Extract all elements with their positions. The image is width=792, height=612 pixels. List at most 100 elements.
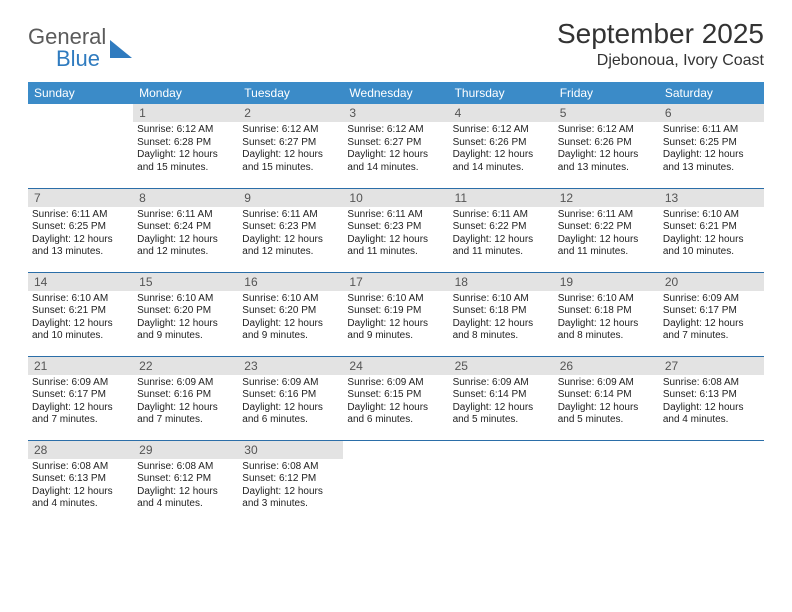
calendar-cell: 10Sunrise: 6:11 AMSunset: 6:23 PMDayligh… (343, 188, 448, 272)
calendar-cell: 12Sunrise: 6:11 AMSunset: 6:22 PMDayligh… (554, 188, 659, 272)
daylight-line: Daylight: 12 hours and 5 minutes. (453, 402, 550, 427)
sunset-line: Sunset: 6:23 PM (347, 221, 444, 234)
day-number: 22 (133, 357, 238, 375)
logo: General Blue (28, 18, 132, 72)
calendar-cell: 1Sunrise: 6:12 AMSunset: 6:28 PMDaylight… (133, 104, 238, 188)
day-details: Sunrise: 6:09 AMSunset: 6:14 PMDaylight:… (554, 375, 659, 431)
calendar-cell (554, 440, 659, 524)
calendar-cell: 9Sunrise: 6:11 AMSunset: 6:23 PMDaylight… (238, 188, 343, 272)
sunrise-line: Sunrise: 6:09 AM (347, 377, 444, 390)
day-details: Sunrise: 6:08 AMSunset: 6:13 PMDaylight:… (659, 375, 764, 431)
weekday-header: Monday (133, 82, 238, 104)
day-details: Sunrise: 6:10 AMSunset: 6:18 PMDaylight:… (554, 291, 659, 347)
day-number: 13 (659, 189, 764, 207)
day-number: 24 (343, 357, 448, 375)
day-details: Sunrise: 6:11 AMSunset: 6:24 PMDaylight:… (133, 207, 238, 263)
daylight-line: Daylight: 12 hours and 8 minutes. (558, 318, 655, 343)
day-details: Sunrise: 6:10 AMSunset: 6:20 PMDaylight:… (238, 291, 343, 347)
sunset-line: Sunset: 6:26 PM (558, 137, 655, 150)
sunrise-line: Sunrise: 6:11 AM (663, 124, 760, 137)
sunrise-line: Sunrise: 6:11 AM (347, 209, 444, 222)
sunrise-line: Sunrise: 6:11 AM (453, 209, 550, 222)
day-details: Sunrise: 6:09 AMSunset: 6:17 PMDaylight:… (28, 375, 133, 431)
day-number: 16 (238, 273, 343, 291)
sunrise-line: Sunrise: 6:09 AM (663, 293, 760, 306)
sunset-line: Sunset: 6:27 PM (242, 137, 339, 150)
calendar-cell: 11Sunrise: 6:11 AMSunset: 6:22 PMDayligh… (449, 188, 554, 272)
sunset-line: Sunset: 6:17 PM (32, 389, 129, 402)
weekday-header: Tuesday (238, 82, 343, 104)
day-number: 4 (449, 104, 554, 122)
calendar-cell: 22Sunrise: 6:09 AMSunset: 6:16 PMDayligh… (133, 356, 238, 440)
header: General Blue September 2025 Djebonoua, I… (28, 18, 764, 72)
calendar-cell: 26Sunrise: 6:09 AMSunset: 6:14 PMDayligh… (554, 356, 659, 440)
calendar-cell: 6Sunrise: 6:11 AMSunset: 6:25 PMDaylight… (659, 104, 764, 188)
sunrise-line: Sunrise: 6:08 AM (242, 461, 339, 474)
day-number: 6 (659, 104, 764, 122)
sunrise-line: Sunrise: 6:10 AM (32, 293, 129, 306)
day-number: 20 (659, 273, 764, 291)
daylight-line: Daylight: 12 hours and 7 minutes. (663, 318, 760, 343)
sunrise-line: Sunrise: 6:12 AM (347, 124, 444, 137)
sunset-line: Sunset: 6:25 PM (663, 137, 760, 150)
daylight-line: Daylight: 12 hours and 13 minutes. (32, 234, 129, 259)
sunrise-line: Sunrise: 6:12 AM (453, 124, 550, 137)
daylight-line: Daylight: 12 hours and 12 minutes. (242, 234, 339, 259)
day-number: 9 (238, 189, 343, 207)
daylight-line: Daylight: 12 hours and 6 minutes. (347, 402, 444, 427)
day-details: Sunrise: 6:12 AMSunset: 6:27 PMDaylight:… (343, 122, 448, 178)
daylight-line: Daylight: 12 hours and 6 minutes. (242, 402, 339, 427)
sunrise-line: Sunrise: 6:12 AM (242, 124, 339, 137)
sunset-line: Sunset: 6:20 PM (242, 305, 339, 318)
calendar-cell (343, 440, 448, 524)
sunrise-line: Sunrise: 6:11 AM (137, 209, 234, 222)
sunset-line: Sunset: 6:12 PM (242, 473, 339, 486)
day-details: Sunrise: 6:11 AMSunset: 6:22 PMDaylight:… (449, 207, 554, 263)
calendar-page: General Blue September 2025 Djebonoua, I… (0, 0, 792, 524)
weekday-header: Friday (554, 82, 659, 104)
daylight-line: Daylight: 12 hours and 11 minutes. (347, 234, 444, 259)
daylight-line: Daylight: 12 hours and 7 minutes. (137, 402, 234, 427)
daylight-line: Daylight: 12 hours and 3 minutes. (242, 486, 339, 511)
daylight-line: Daylight: 12 hours and 15 minutes. (137, 149, 234, 174)
sunrise-line: Sunrise: 6:10 AM (558, 293, 655, 306)
sunrise-line: Sunrise: 6:12 AM (558, 124, 655, 137)
calendar-cell: 17Sunrise: 6:10 AMSunset: 6:19 PMDayligh… (343, 272, 448, 356)
day-number: 25 (449, 357, 554, 375)
sunrise-line: Sunrise: 6:10 AM (347, 293, 444, 306)
daylight-line: Daylight: 12 hours and 10 minutes. (663, 234, 760, 259)
calendar-cell: 29Sunrise: 6:08 AMSunset: 6:12 PMDayligh… (133, 440, 238, 524)
sunset-line: Sunset: 6:26 PM (453, 137, 550, 150)
sunrise-line: Sunrise: 6:10 AM (137, 293, 234, 306)
day-number: 30 (238, 441, 343, 459)
day-details: Sunrise: 6:09 AMSunset: 6:14 PMDaylight:… (449, 375, 554, 431)
day-number: 3 (343, 104, 448, 122)
day-details: Sunrise: 6:10 AMSunset: 6:21 PMDaylight:… (659, 207, 764, 263)
sunset-line: Sunset: 6:24 PM (137, 221, 234, 234)
day-number: 29 (133, 441, 238, 459)
day-number: 27 (659, 357, 764, 375)
day-number: 19 (554, 273, 659, 291)
daylight-line: Daylight: 12 hours and 13 minutes. (558, 149, 655, 174)
sunset-line: Sunset: 6:14 PM (453, 389, 550, 402)
month-title: September 2025 (557, 18, 764, 50)
daylight-line: Daylight: 12 hours and 9 minutes. (137, 318, 234, 343)
day-details: Sunrise: 6:08 AMSunset: 6:12 PMDaylight:… (133, 459, 238, 515)
sunrise-line: Sunrise: 6:11 AM (32, 209, 129, 222)
sunset-line: Sunset: 6:18 PM (558, 305, 655, 318)
day-details: Sunrise: 6:11 AMSunset: 6:23 PMDaylight:… (238, 207, 343, 263)
calendar-cell: 23Sunrise: 6:09 AMSunset: 6:16 PMDayligh… (238, 356, 343, 440)
day-number: 5 (554, 104, 659, 122)
day-details: Sunrise: 6:09 AMSunset: 6:15 PMDaylight:… (343, 375, 448, 431)
sunset-line: Sunset: 6:28 PM (137, 137, 234, 150)
calendar-cell: 8Sunrise: 6:11 AMSunset: 6:24 PMDaylight… (133, 188, 238, 272)
calendar-cell: 14Sunrise: 6:10 AMSunset: 6:21 PMDayligh… (28, 272, 133, 356)
sunset-line: Sunset: 6:12 PM (137, 473, 234, 486)
day-details: Sunrise: 6:11 AMSunset: 6:22 PMDaylight:… (554, 207, 659, 263)
sunset-line: Sunset: 6:25 PM (32, 221, 129, 234)
day-details: Sunrise: 6:12 AMSunset: 6:28 PMDaylight:… (133, 122, 238, 178)
sunset-line: Sunset: 6:13 PM (32, 473, 129, 486)
sunrise-line: Sunrise: 6:09 AM (558, 377, 655, 390)
sunset-line: Sunset: 6:23 PM (242, 221, 339, 234)
weekday-header: Wednesday (343, 82, 448, 104)
